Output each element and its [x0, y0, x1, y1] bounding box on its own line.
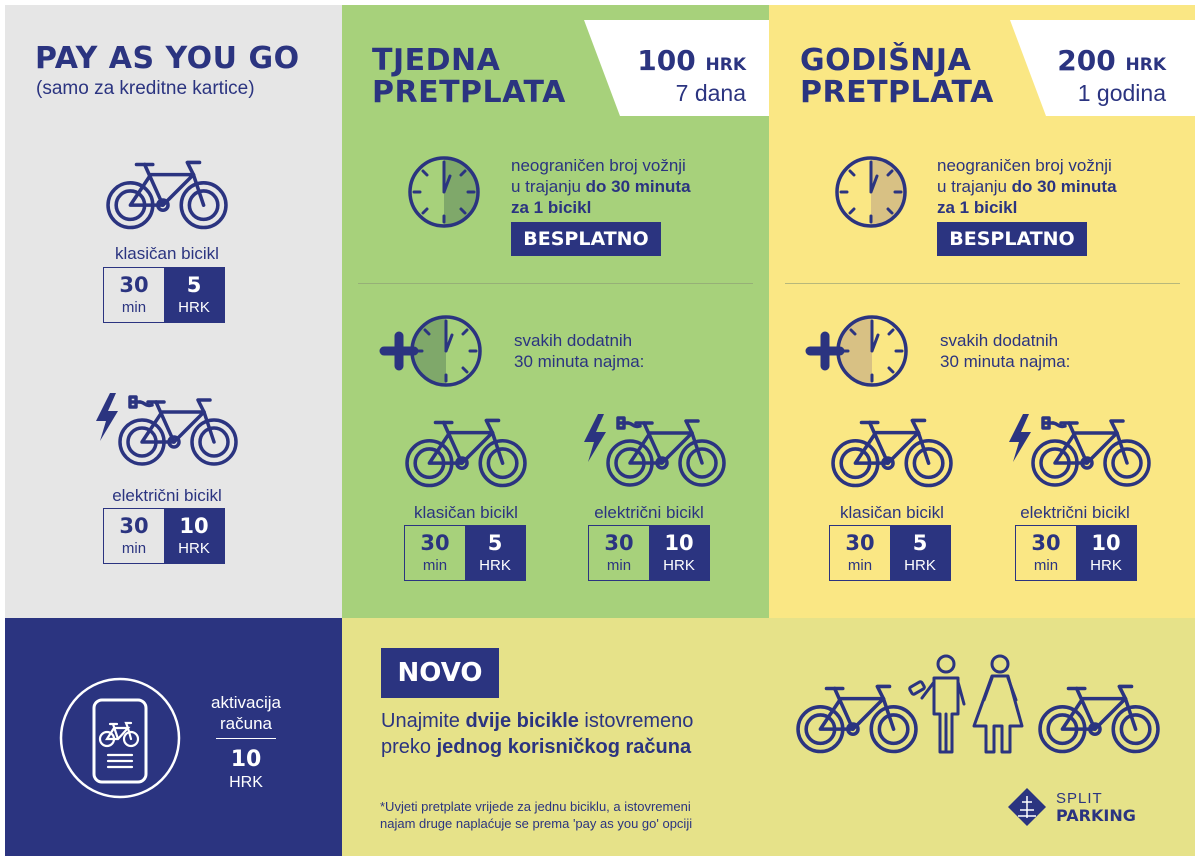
bicycle-icon — [796, 684, 918, 754]
payg-classic-price: 30 min 5 HRK — [103, 267, 225, 323]
bicycle-icon — [831, 418, 953, 488]
weekly-divider — [358, 283, 753, 284]
novo-text: Unajmite dvije bicikle istovremeno preko… — [381, 710, 694, 758]
novo-footnote: *Uvjeti pretplate vrijede za jednu bicik… — [380, 799, 693, 831]
payg-title: PAY AS YOU GO — [35, 41, 300, 76]
yearly-price: 200 HRK — [1057, 44, 1166, 77]
phone-bicycle-icon — [59, 677, 181, 799]
bicycle-icon — [405, 418, 527, 488]
yearly-title-line2: PRETPLATA — [800, 75, 994, 110]
payg-electric-label: električni bicikl — [112, 486, 222, 505]
novo-badge: NOVO — [381, 648, 499, 698]
people-icon — [908, 654, 1024, 754]
yearly-classic-label: klasičan bicikl — [840, 503, 944, 522]
weekly-price-tag — [584, 20, 770, 116]
yearly-classic-price: 30 min 5 HRK — [829, 525, 951, 581]
weekly-free-badge: BESPLATNO — [511, 222, 661, 256]
weekly-classic-label: klasičan bicikl — [414, 503, 518, 522]
logo-icon — [1008, 788, 1046, 826]
weekly-classic-price: 30 min 5 HRK — [404, 525, 526, 581]
yearly-divider — [785, 283, 1180, 284]
payg-subtitle: (samo za kreditne kartice) — [36, 78, 255, 99]
weekly-price: 100 HRK — [637, 44, 746, 77]
yearly-extra: svakih dodatnih 30 minuta najma: — [940, 331, 1071, 371]
yearly-title-line1: GODIŠNJA — [800, 43, 972, 78]
weekly-extra: svakih dodatnih 30 minuta najma: — [514, 331, 645, 371]
weekly-title-line2: PRETPLATA — [372, 75, 566, 110]
weekly-electric-label: električni bicikl — [594, 503, 704, 522]
yearly-duration: 1 godina — [1077, 80, 1166, 106]
plus-clock-icon — [805, 315, 908, 387]
activation-price: 10 HRK — [229, 747, 263, 791]
clock-icon — [835, 156, 907, 228]
payg-electric-price: 30 min 10 HRK — [103, 508, 225, 564]
yearly-electric-label: električni bicikl — [1020, 503, 1130, 522]
clock-icon — [408, 156, 480, 228]
yearly-price-tag — [1010, 20, 1195, 116]
logo-text: SPLIT PARKING — [1056, 790, 1136, 825]
weekly-desc: neograničen broj vožnji u trajanju do 30… — [511, 156, 691, 217]
weekly-electric-price: 30 min 10 HRK — [588, 525, 710, 581]
bicycle-icon — [1038, 684, 1160, 754]
activation-divider — [216, 738, 276, 739]
plus-clock-icon — [379, 315, 482, 387]
yearly-free-badge: BESPLATNO — [937, 222, 1087, 256]
weekly-title-line1: TJEDNA — [372, 43, 501, 78]
payg-classic-label: klasičan bicikl — [115, 244, 219, 263]
bicycle-icon — [106, 160, 228, 230]
electric-bicycle-icon — [94, 393, 238, 466]
electric-bicycle-icon — [582, 414, 726, 487]
weekly-duration: 7 dana — [675, 80, 746, 106]
activation-label: aktivacija računa — [211, 693, 281, 733]
yearly-desc: neograničen broj vožnji u trajanju do 30… — [937, 156, 1117, 217]
electric-bicycle-icon — [1007, 414, 1151, 487]
yearly-electric-price: 30 min 10 HRK — [1015, 525, 1137, 581]
